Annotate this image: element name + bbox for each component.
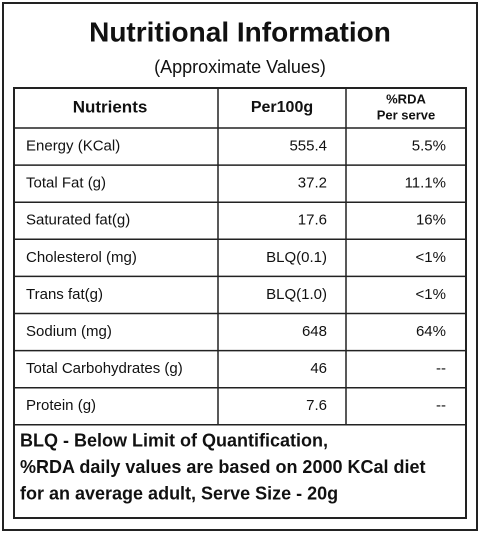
rda-value: -- — [436, 397, 446, 414]
rda-value: 5.5% — [412, 138, 446, 155]
per-100g-value: 17.6 — [298, 212, 327, 229]
footer-note: BLQ - Below Limit of Quantification, — [20, 431, 328, 451]
column-header: %RDA — [386, 91, 426, 106]
column-header: Per serve — [377, 107, 436, 122]
subtitle: (Approximate Values) — [154, 57, 326, 77]
rda-value: <1% — [416, 249, 446, 266]
table-border — [13, 87, 467, 519]
nutrient-name: Saturated fat(g) — [26, 212, 130, 229]
per-100g-value: 7.6 — [306, 397, 327, 414]
per-100g-value: 46 — [310, 360, 327, 377]
nutrient-name: Protein (g) — [26, 397, 96, 414]
nutrient-name: Energy (KCal) — [26, 138, 120, 155]
per-100g-value: 555.4 — [289, 138, 327, 155]
nutrient-name: Trans fat(g) — [26, 286, 103, 303]
column-header: Per100g — [251, 99, 313, 116]
per-100g-value: 37.2 — [298, 175, 327, 192]
rda-value: <1% — [416, 286, 446, 303]
rda-value: 64% — [416, 323, 446, 340]
nutrient-name: Cholesterol (mg) — [26, 249, 137, 266]
rda-value: -- — [436, 360, 446, 377]
title: Nutritional Information — [89, 16, 391, 47]
nutrient-name: Total Fat (g) — [26, 175, 106, 192]
rda-value: 11.1% — [405, 175, 446, 192]
per-100g-value: BLQ(0.1) — [266, 249, 327, 266]
column-header: Nutrients — [73, 97, 148, 116]
nutrient-name: Total Carbohydrates (g) — [26, 360, 183, 377]
footer-note: %RDA daily values are based on 2000 KCal… — [20, 457, 426, 477]
nutrient-name: Sodium (mg) — [26, 323, 112, 340]
per-100g-value: 648 — [302, 323, 327, 340]
per-100g-value: BLQ(1.0) — [266, 286, 327, 303]
rda-value: 16% — [416, 212, 446, 229]
footer-note: for an average adult, Serve Size - 20g — [20, 484, 338, 504]
